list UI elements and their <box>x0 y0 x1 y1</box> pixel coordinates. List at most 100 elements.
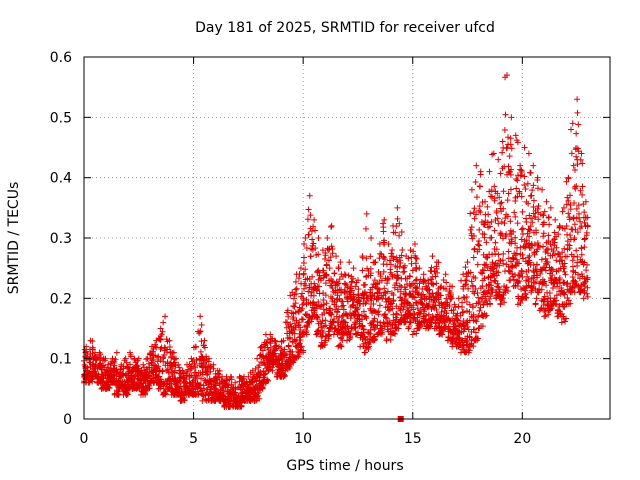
data-point <box>173 387 180 394</box>
data-point-extreme <box>493 295 500 302</box>
data-point <box>95 354 102 361</box>
data-point-extreme <box>571 283 578 290</box>
data-point <box>322 317 329 324</box>
data-point <box>302 311 309 318</box>
data-point-extreme <box>506 277 513 284</box>
data-point <box>499 295 506 302</box>
data-point <box>400 303 407 310</box>
data-point-extreme <box>569 120 576 127</box>
data-point <box>406 272 413 279</box>
data-point <box>346 333 353 340</box>
data-point <box>100 371 107 378</box>
data-point <box>550 248 557 255</box>
data-point-extreme <box>379 325 386 332</box>
data-point-extreme <box>102 385 109 392</box>
data-point <box>509 254 516 261</box>
data-point <box>258 359 265 366</box>
data-point <box>493 246 500 253</box>
data-point <box>256 362 263 369</box>
data-point <box>518 268 525 275</box>
data-point <box>582 235 589 242</box>
data-point <box>495 284 502 291</box>
data-point <box>344 313 351 320</box>
data-point <box>523 237 530 244</box>
data-point <box>362 281 369 288</box>
data-point <box>171 356 178 363</box>
data-point <box>515 260 522 267</box>
data-point <box>583 232 590 239</box>
data-point-extreme <box>565 174 572 181</box>
data-point <box>362 225 369 232</box>
data-point <box>467 210 474 217</box>
data-point <box>394 272 401 279</box>
data-point <box>171 375 178 382</box>
data-point-extreme <box>315 235 322 241</box>
data-point <box>573 215 580 222</box>
data-point <box>305 231 312 238</box>
data-point <box>305 206 312 213</box>
data-point <box>302 282 309 289</box>
data-point <box>179 373 186 380</box>
data-point <box>94 355 101 362</box>
data-point <box>529 219 536 226</box>
data-point <box>567 192 574 199</box>
data-point <box>323 307 330 314</box>
data-point-extreme <box>433 259 440 266</box>
data-point <box>574 109 581 116</box>
data-point <box>370 307 377 314</box>
data-point <box>410 280 417 287</box>
data-point <box>338 298 345 305</box>
data-point <box>315 299 322 306</box>
data-point <box>289 316 296 323</box>
data-point-extreme <box>563 301 570 308</box>
data-point <box>538 256 545 263</box>
data-point <box>568 126 575 133</box>
data-point <box>327 293 334 300</box>
data-point-extreme <box>455 295 462 302</box>
data-point <box>488 218 495 225</box>
data-point <box>329 250 336 257</box>
data-point <box>303 244 310 251</box>
data-point <box>319 317 326 324</box>
data-point <box>471 245 478 252</box>
data-point <box>393 280 400 287</box>
data-point-extreme <box>361 349 368 356</box>
data-point <box>511 209 518 216</box>
data-point <box>290 359 297 366</box>
data-point <box>212 379 219 386</box>
data-point <box>296 340 303 347</box>
data-point <box>396 232 403 239</box>
data-point <box>571 167 578 174</box>
data-point <box>320 301 327 308</box>
data-point <box>547 270 554 277</box>
data-point <box>540 212 547 219</box>
data-point <box>582 223 589 230</box>
data-point <box>472 274 479 281</box>
data-point <box>342 281 349 288</box>
data-point <box>549 266 556 273</box>
data-point <box>388 290 395 297</box>
data-point <box>313 302 320 309</box>
data-points <box>81 72 591 422</box>
data-point <box>325 257 332 264</box>
data-point <box>505 248 512 255</box>
data-point <box>363 255 370 262</box>
data-point <box>481 234 488 241</box>
data-point <box>516 272 523 279</box>
data-point <box>423 295 430 302</box>
data-point <box>434 269 441 276</box>
data-point <box>157 336 164 343</box>
data-point <box>259 385 266 392</box>
data-point <box>533 229 540 236</box>
data-point <box>463 277 470 284</box>
data-point <box>581 236 588 243</box>
data-point-extreme <box>519 295 526 302</box>
data-point <box>200 342 207 349</box>
data-point-extreme <box>411 241 418 248</box>
data-point-extreme <box>368 235 375 241</box>
data-point-extreme <box>418 319 425 326</box>
data-point <box>548 305 555 312</box>
data-point <box>348 295 355 302</box>
data-point <box>380 292 387 299</box>
data-point-extreme <box>447 283 454 290</box>
